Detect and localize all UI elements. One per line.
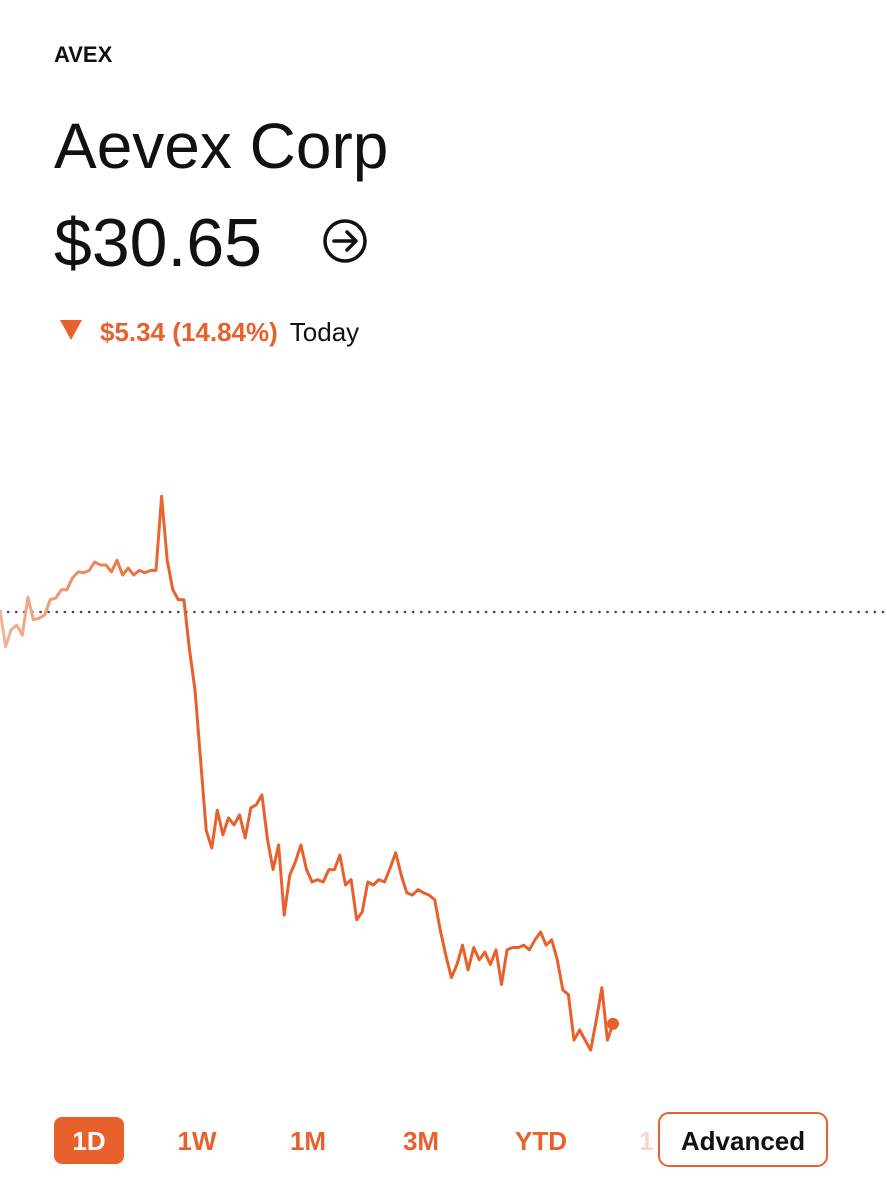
info-circle (323, 219, 367, 263)
down-triangle (60, 320, 82, 340)
price-line (0, 494, 615, 1052)
price-change: $5.34 (14.84%) (100, 317, 278, 347)
range-tab[interactable]: YTD (515, 1126, 567, 1156)
range-tabs: 1D 1W 1M 3M YTD 1Y Advanced (54, 1112, 828, 1167)
range-tab-list: 1D 1W 1M 3M YTD 1Y (54, 1117, 671, 1164)
range-tab[interactable]: 3M (403, 1126, 439, 1156)
advanced-button[interactable] (658, 1112, 828, 1167)
change-period: Today (290, 317, 359, 347)
range-tab[interactable]: 1D (72, 1126, 105, 1156)
range-tab[interactable]: 1Y (639, 1126, 671, 1156)
arrow-icon (332, 230, 358, 252)
price: $30.65 (54, 205, 262, 281)
selected-tab-bg (54, 1117, 124, 1164)
range-tab[interactable]: 1W (178, 1126, 217, 1156)
price-info-button[interactable] (323, 219, 367, 263)
range-tab[interactable]: 1M (290, 1126, 326, 1156)
company-name: Aevex Corp (54, 110, 388, 182)
ticker: AVEX (54, 42, 113, 67)
price-chart (0, 494, 887, 1052)
advanced-label: Advanced (681, 1126, 805, 1156)
current-price-dot (607, 1017, 619, 1030)
